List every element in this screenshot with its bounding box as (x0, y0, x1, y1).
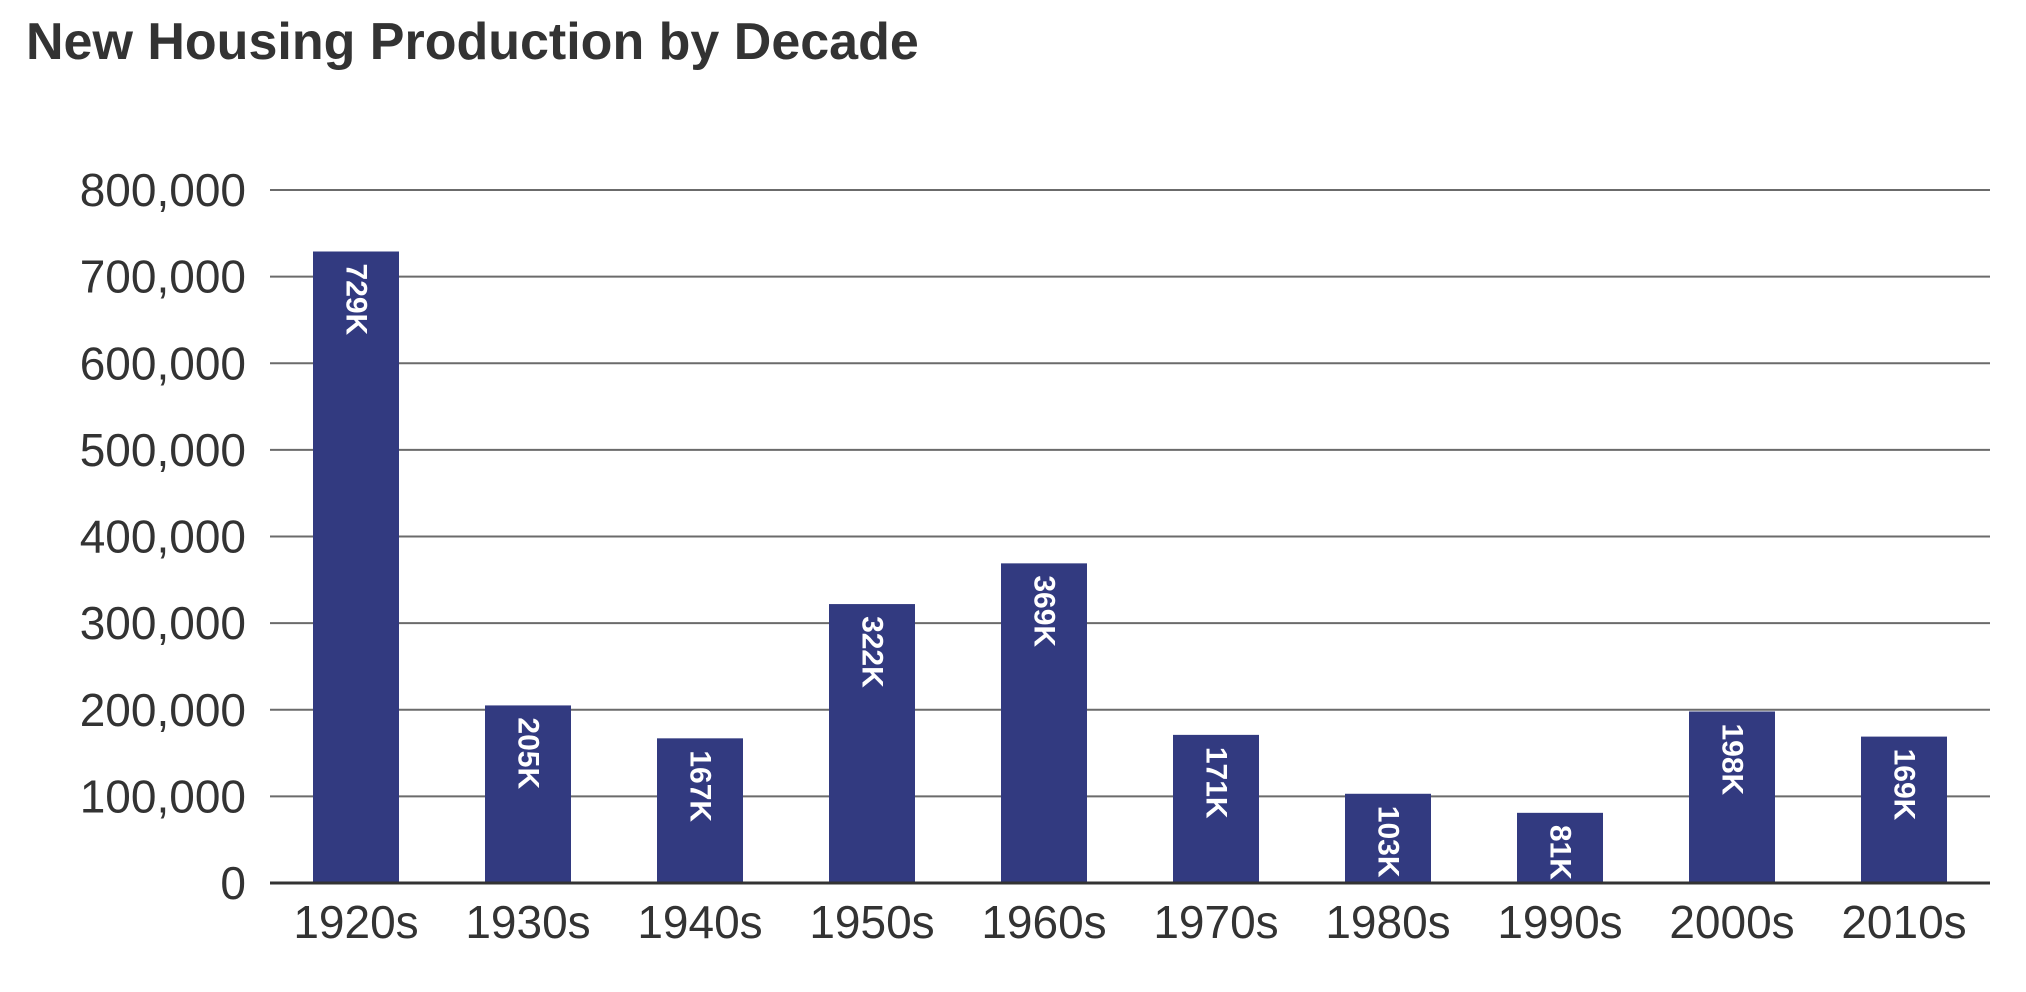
x-tick-label: 1970s (1153, 896, 1278, 948)
x-tick-label: 1930s (465, 896, 590, 948)
bar-1930s (485, 705, 571, 883)
y-tick-label: 0 (220, 857, 246, 909)
x-tick-label: 1920s (293, 896, 418, 948)
y-tick-label: 800,000 (80, 164, 246, 216)
bars (313, 251, 1947, 883)
y-tick-label: 500,000 (80, 424, 246, 476)
bar-value-label: 729K (340, 264, 373, 336)
y-axis-tick-labels: 0 100,000 200,000 300,000 400,000 500,000 600,… (80, 164, 246, 909)
chart-title: New Housing Production by Decade (26, 13, 919, 71)
bar-value-label: 171K (1200, 747, 1233, 819)
x-tick-label: 1980s (1325, 896, 1450, 948)
bar-1960s (1001, 563, 1087, 883)
bar-value-label: 167K (684, 750, 717, 822)
bar-value-label: 369K (1028, 575, 1061, 647)
bar-1980s (1345, 793, 1431, 883)
bar-value-labels: 729K 205K 167K 322K 369K 171K 103K 81K 198K 169K (340, 264, 1921, 881)
x-tick-label: 1990s (1497, 896, 1622, 948)
x-tick-label: 1940s (637, 896, 762, 948)
bar-1970s (1173, 734, 1259, 883)
bar-value-label: 169K (1888, 749, 1921, 821)
y-tick-label: 600,000 (80, 337, 246, 389)
bar-value-label: 81K (1544, 825, 1577, 880)
y-tick-label: 300,000 (80, 597, 246, 649)
bar-2000s (1689, 711, 1775, 883)
bar-value-label: 198K (1716, 723, 1749, 795)
bar-2010s (1861, 736, 1947, 883)
x-tick-label: 2000s (1669, 896, 1794, 948)
x-tick-label: 1950s (809, 896, 934, 948)
x-tick-label: 1960s (981, 896, 1106, 948)
y-tick-label: 400,000 (80, 511, 246, 563)
x-tick-label: 2010s (1841, 896, 1966, 948)
bar-1950s (829, 604, 915, 883)
bar-1940s (657, 738, 743, 883)
y-tick-label: 700,000 (80, 251, 246, 303)
y-tick-label: 200,000 (80, 684, 246, 736)
bar-value-label: 322K (856, 616, 889, 688)
bar-value-label: 103K (1372, 806, 1405, 878)
x-axis-tick-labels: 1920s 1930s 1940s 1950s 1960s 1970s 1980s 1990s… (293, 896, 1966, 948)
bar-value-label: 205K (512, 717, 545, 789)
bar-1990s (1517, 812, 1603, 883)
y-tick-label: 100,000 (80, 770, 246, 822)
bar-1920s (313, 251, 399, 883)
